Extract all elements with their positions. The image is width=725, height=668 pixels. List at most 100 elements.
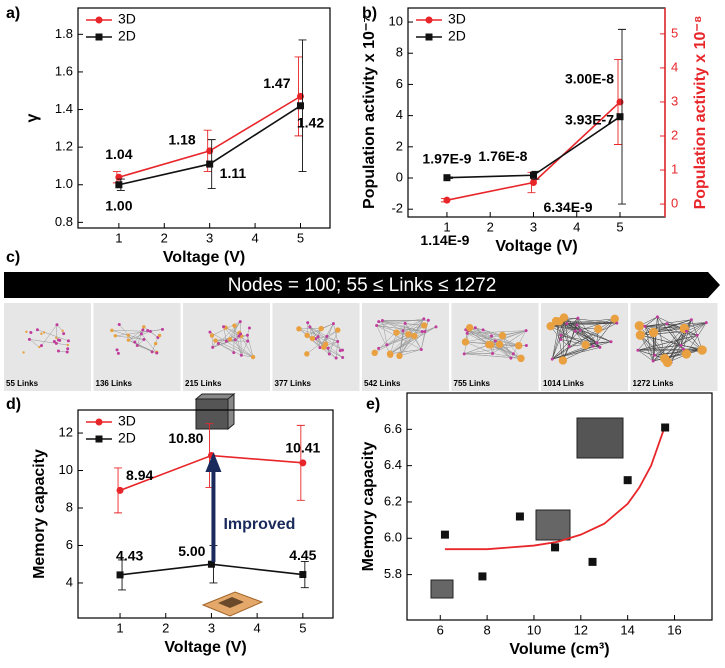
thumbnail-label: 55 Links bbox=[6, 379, 39, 388]
network-link bbox=[566, 322, 617, 324]
network-link bbox=[309, 326, 321, 348]
thumbnail-label: 1272 Links bbox=[633, 379, 674, 388]
y2-axis-label: Population activity x 10⁻⁸ bbox=[692, 16, 709, 210]
network-node bbox=[327, 352, 331, 356]
y2-tick-label: 0 bbox=[671, 196, 678, 211]
network-link bbox=[652, 331, 687, 362]
network-node bbox=[247, 326, 251, 330]
network-node bbox=[40, 332, 43, 335]
network-node bbox=[419, 347, 423, 351]
network-node bbox=[331, 322, 335, 326]
network-link bbox=[128, 331, 151, 341]
y-tick-label: 8 bbox=[396, 45, 403, 60]
value-label: 5.00 bbox=[178, 543, 205, 559]
y-axis-label: γ bbox=[24, 113, 41, 122]
point bbox=[116, 571, 124, 579]
network-link bbox=[492, 330, 527, 354]
network-node bbox=[393, 329, 400, 336]
y-tick-label: 10 bbox=[59, 462, 73, 477]
network-link bbox=[376, 325, 422, 350]
point bbox=[529, 178, 537, 186]
network-node bbox=[684, 329, 688, 333]
x-tick-label: 12 bbox=[574, 622, 588, 637]
network-link bbox=[552, 347, 600, 360]
network-link bbox=[577, 318, 581, 331]
value-label: 1.18 bbox=[168, 132, 195, 148]
network-node bbox=[52, 339, 56, 343]
network-node bbox=[565, 322, 569, 326]
network-node bbox=[56, 349, 60, 353]
network-node bbox=[591, 344, 595, 348]
network-node bbox=[498, 331, 507, 340]
network-node bbox=[581, 340, 590, 350]
network-link bbox=[502, 330, 527, 336]
network-link bbox=[469, 327, 492, 337]
network-node bbox=[411, 332, 418, 340]
network-node bbox=[133, 340, 137, 344]
x-tick-label: 4 bbox=[573, 219, 580, 234]
network-link bbox=[306, 329, 338, 355]
x-tick-label: 4 bbox=[254, 620, 261, 635]
network-node bbox=[420, 322, 428, 329]
network-node bbox=[157, 333, 162, 338]
network-node bbox=[615, 321, 619, 325]
y2-tick-label: 5 bbox=[671, 25, 678, 40]
network-node bbox=[377, 346, 381, 350]
y-tick-label: 10 bbox=[389, 13, 403, 28]
network-node bbox=[325, 334, 329, 338]
network-node bbox=[318, 346, 322, 350]
point bbox=[207, 560, 215, 568]
network-link bbox=[374, 325, 425, 354]
x-tick-label: 2 bbox=[162, 620, 169, 635]
network-node bbox=[509, 356, 513, 360]
network-node bbox=[396, 352, 403, 360]
network-node bbox=[550, 357, 554, 361]
network-node bbox=[490, 334, 494, 338]
thumbnail-label: 377 Links bbox=[275, 379, 312, 388]
network-node bbox=[213, 338, 218, 343]
network-node bbox=[25, 330, 28, 333]
point bbox=[299, 459, 307, 467]
network-node bbox=[511, 352, 515, 356]
network-node bbox=[334, 356, 338, 360]
value-label: 1.47 bbox=[263, 75, 290, 91]
network-link bbox=[389, 326, 437, 354]
network-node bbox=[426, 318, 430, 322]
panel-label: a) bbox=[6, 5, 20, 22]
network-link bbox=[686, 322, 707, 355]
x-tick-label: 3 bbox=[208, 620, 215, 635]
y-tick-label: 1.2 bbox=[55, 139, 73, 154]
network-node bbox=[473, 326, 477, 330]
network-link bbox=[317, 336, 343, 351]
network-node bbox=[208, 330, 212, 334]
network-node bbox=[422, 317, 426, 321]
legend-label: 3D bbox=[118, 11, 136, 27]
network-node bbox=[403, 321, 407, 325]
y2-tick-label: 3 bbox=[671, 93, 678, 108]
network-node bbox=[38, 345, 41, 349]
x-axis-label: Volume (cm³) bbox=[509, 641, 609, 658]
network-link bbox=[580, 329, 612, 342]
network-node bbox=[29, 331, 33, 335]
legend-label: 2D bbox=[118, 430, 136, 446]
panel-label: e) bbox=[366, 396, 380, 413]
point bbox=[623, 476, 632, 485]
value-label: 10.41 bbox=[285, 440, 320, 456]
network-link bbox=[115, 335, 144, 340]
network-node bbox=[609, 340, 613, 344]
x-tick-label: 5 bbox=[616, 219, 623, 234]
network-node bbox=[27, 337, 31, 341]
network-node bbox=[336, 339, 340, 343]
plot-frame bbox=[406, 392, 713, 621]
network-link bbox=[378, 321, 423, 332]
network-link bbox=[563, 317, 601, 348]
network-node bbox=[141, 328, 145, 332]
network-link bbox=[488, 344, 522, 359]
legend-marker bbox=[425, 16, 433, 24]
banner-title: Nodes = 100; 55 ≤ Links ≤ 1272 bbox=[228, 275, 497, 296]
network-node bbox=[493, 339, 497, 343]
y-axis-label: Memory capacity bbox=[31, 449, 48, 579]
network-link bbox=[333, 323, 338, 342]
network-node bbox=[296, 326, 302, 332]
